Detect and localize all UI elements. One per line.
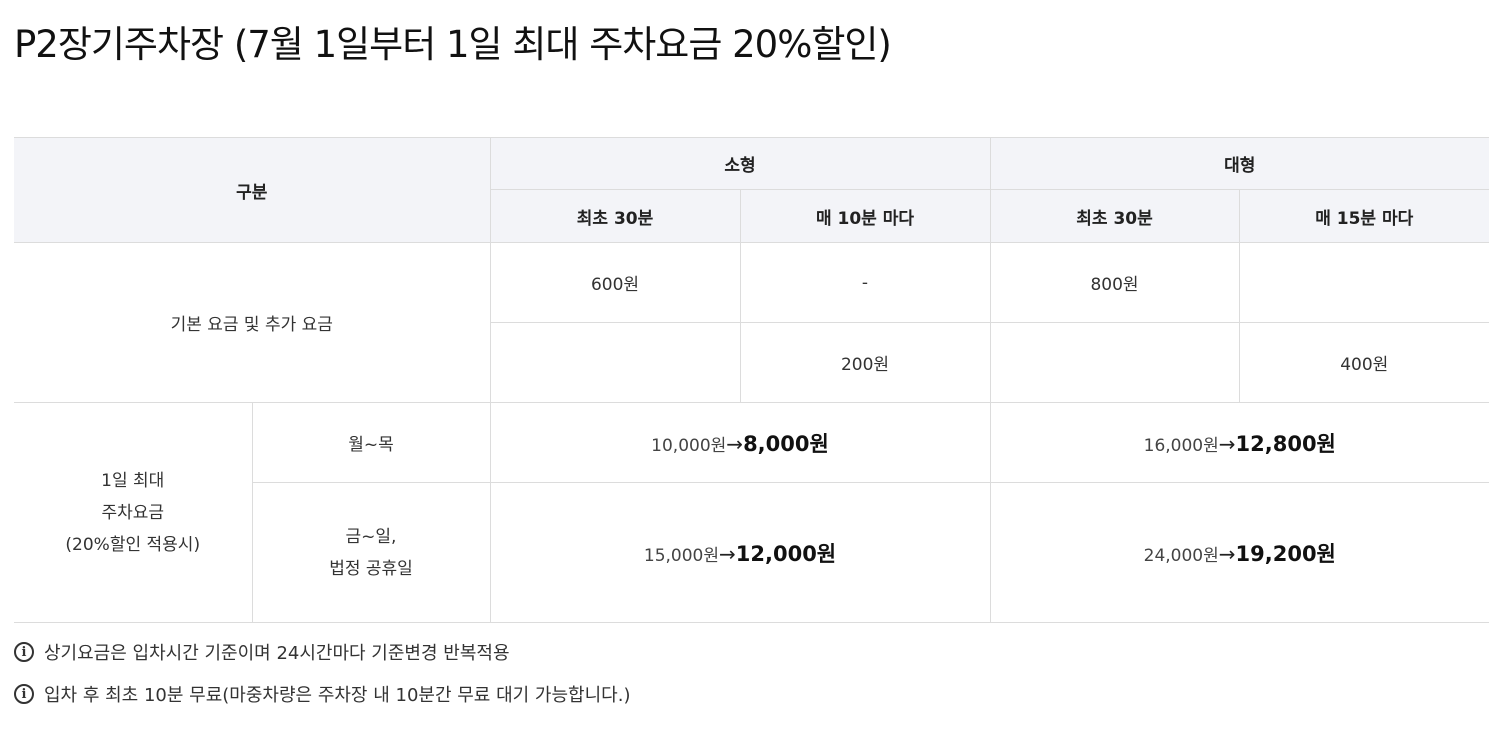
large-first-fee: 800원 bbox=[989, 242, 1240, 323]
weekend-label-line2: 법정 공휴일 bbox=[329, 558, 413, 579]
note-item: i 입차 후 최초 10분 무료(마중차량은 주차장 내 10분간 무료 대기 … bbox=[14, 678, 630, 710]
weekday-large-price: 16,000원→12,800원 bbox=[989, 402, 1489, 483]
price-new: 12,800원 bbox=[1235, 431, 1336, 456]
daily-max-label-line1: 1일 최대 bbox=[101, 470, 165, 491]
price-new: 12,000원 bbox=[735, 541, 837, 566]
weekday-label: 월~목 bbox=[251, 402, 491, 483]
weekend-label: 금~일, 법정 공휴일 bbox=[252, 482, 491, 623]
basic-fee-label: 기본 요금 및 추가 요금 bbox=[14, 242, 491, 403]
weekend-small-price: 15,000원→12,000원 bbox=[489, 482, 991, 623]
header-large-every: 매 15분 마다 bbox=[1238, 189, 1489, 243]
header-small-vehicle: 소형 bbox=[489, 137, 991, 190]
arrow-icon: → bbox=[1218, 541, 1236, 566]
note-text: 상기요금은 입차시간 기준이며 24시간마다 기준변경 반복적용 bbox=[44, 643, 510, 664]
page-title: P2장기주차장 (7월 1일부터 1일 최대 주차요금 20%할인) bbox=[14, 23, 892, 66]
note-text: 입차 후 최초 10분 무료(마중차량은 주차장 내 10분간 무료 대기 가능… bbox=[44, 685, 631, 706]
header-small-first: 최초 30분 bbox=[490, 189, 741, 243]
weekend-label-line1: 금~일, bbox=[345, 526, 397, 547]
weekend-large-price: 24,000원→19,200원 bbox=[989, 482, 1489, 623]
info-icon: i bbox=[14, 684, 34, 704]
header-small-every: 매 10분 마다 bbox=[739, 189, 991, 243]
small-first-row2 bbox=[490, 322, 741, 403]
small-first-fee: 600원 bbox=[489, 242, 741, 323]
price-old: 24,000원 bbox=[1143, 545, 1219, 566]
header-large-first: 최초 30분 bbox=[989, 189, 1240, 243]
notes-list: i 상기요금은 입차시간 기준이며 24시간마다 기준변경 반복적용 i 입차 … bbox=[14, 636, 630, 720]
price-old: 15,000원 bbox=[643, 545, 719, 566]
note-item: i 상기요금은 입차시간 기준이며 24시간마다 기준변경 반복적용 bbox=[14, 636, 630, 668]
weekday-small-price: 10,000원→8,000원 bbox=[489, 402, 991, 483]
arrow-icon: → bbox=[719, 541, 736, 566]
arrow-icon: → bbox=[1218, 431, 1236, 456]
large-first-row2 bbox=[989, 322, 1240, 403]
small-every-row1: - bbox=[739, 242, 991, 323]
price-new: 8,000원 bbox=[743, 431, 829, 456]
price-new: 19,200원 bbox=[1235, 541, 1336, 566]
price-old: 16,000원 bbox=[1143, 435, 1219, 456]
arrow-icon: → bbox=[726, 431, 744, 456]
daily-max-label-line2: 주차요금 bbox=[101, 502, 165, 523]
large-every-fee: 400원 bbox=[1238, 322, 1489, 403]
header-large-vehicle: 대형 bbox=[989, 137, 1489, 190]
info-icon: i bbox=[14, 642, 34, 662]
price-old: 10,000원 bbox=[651, 435, 727, 456]
small-every-fee: 200원 bbox=[739, 322, 991, 403]
daily-max-label: 1일 최대 주차요금 (20%할인 적용시) bbox=[14, 402, 253, 623]
parking-fee-table: 구분 소형 대형 최초 30분 매 10분 마다 최초 30분 매 15분 마다… bbox=[14, 137, 1489, 623]
daily-max-label-line3: (20%할인 적용시) bbox=[65, 534, 201, 555]
large-every-row1 bbox=[1238, 242, 1489, 323]
header-category: 구분 bbox=[14, 137, 491, 243]
